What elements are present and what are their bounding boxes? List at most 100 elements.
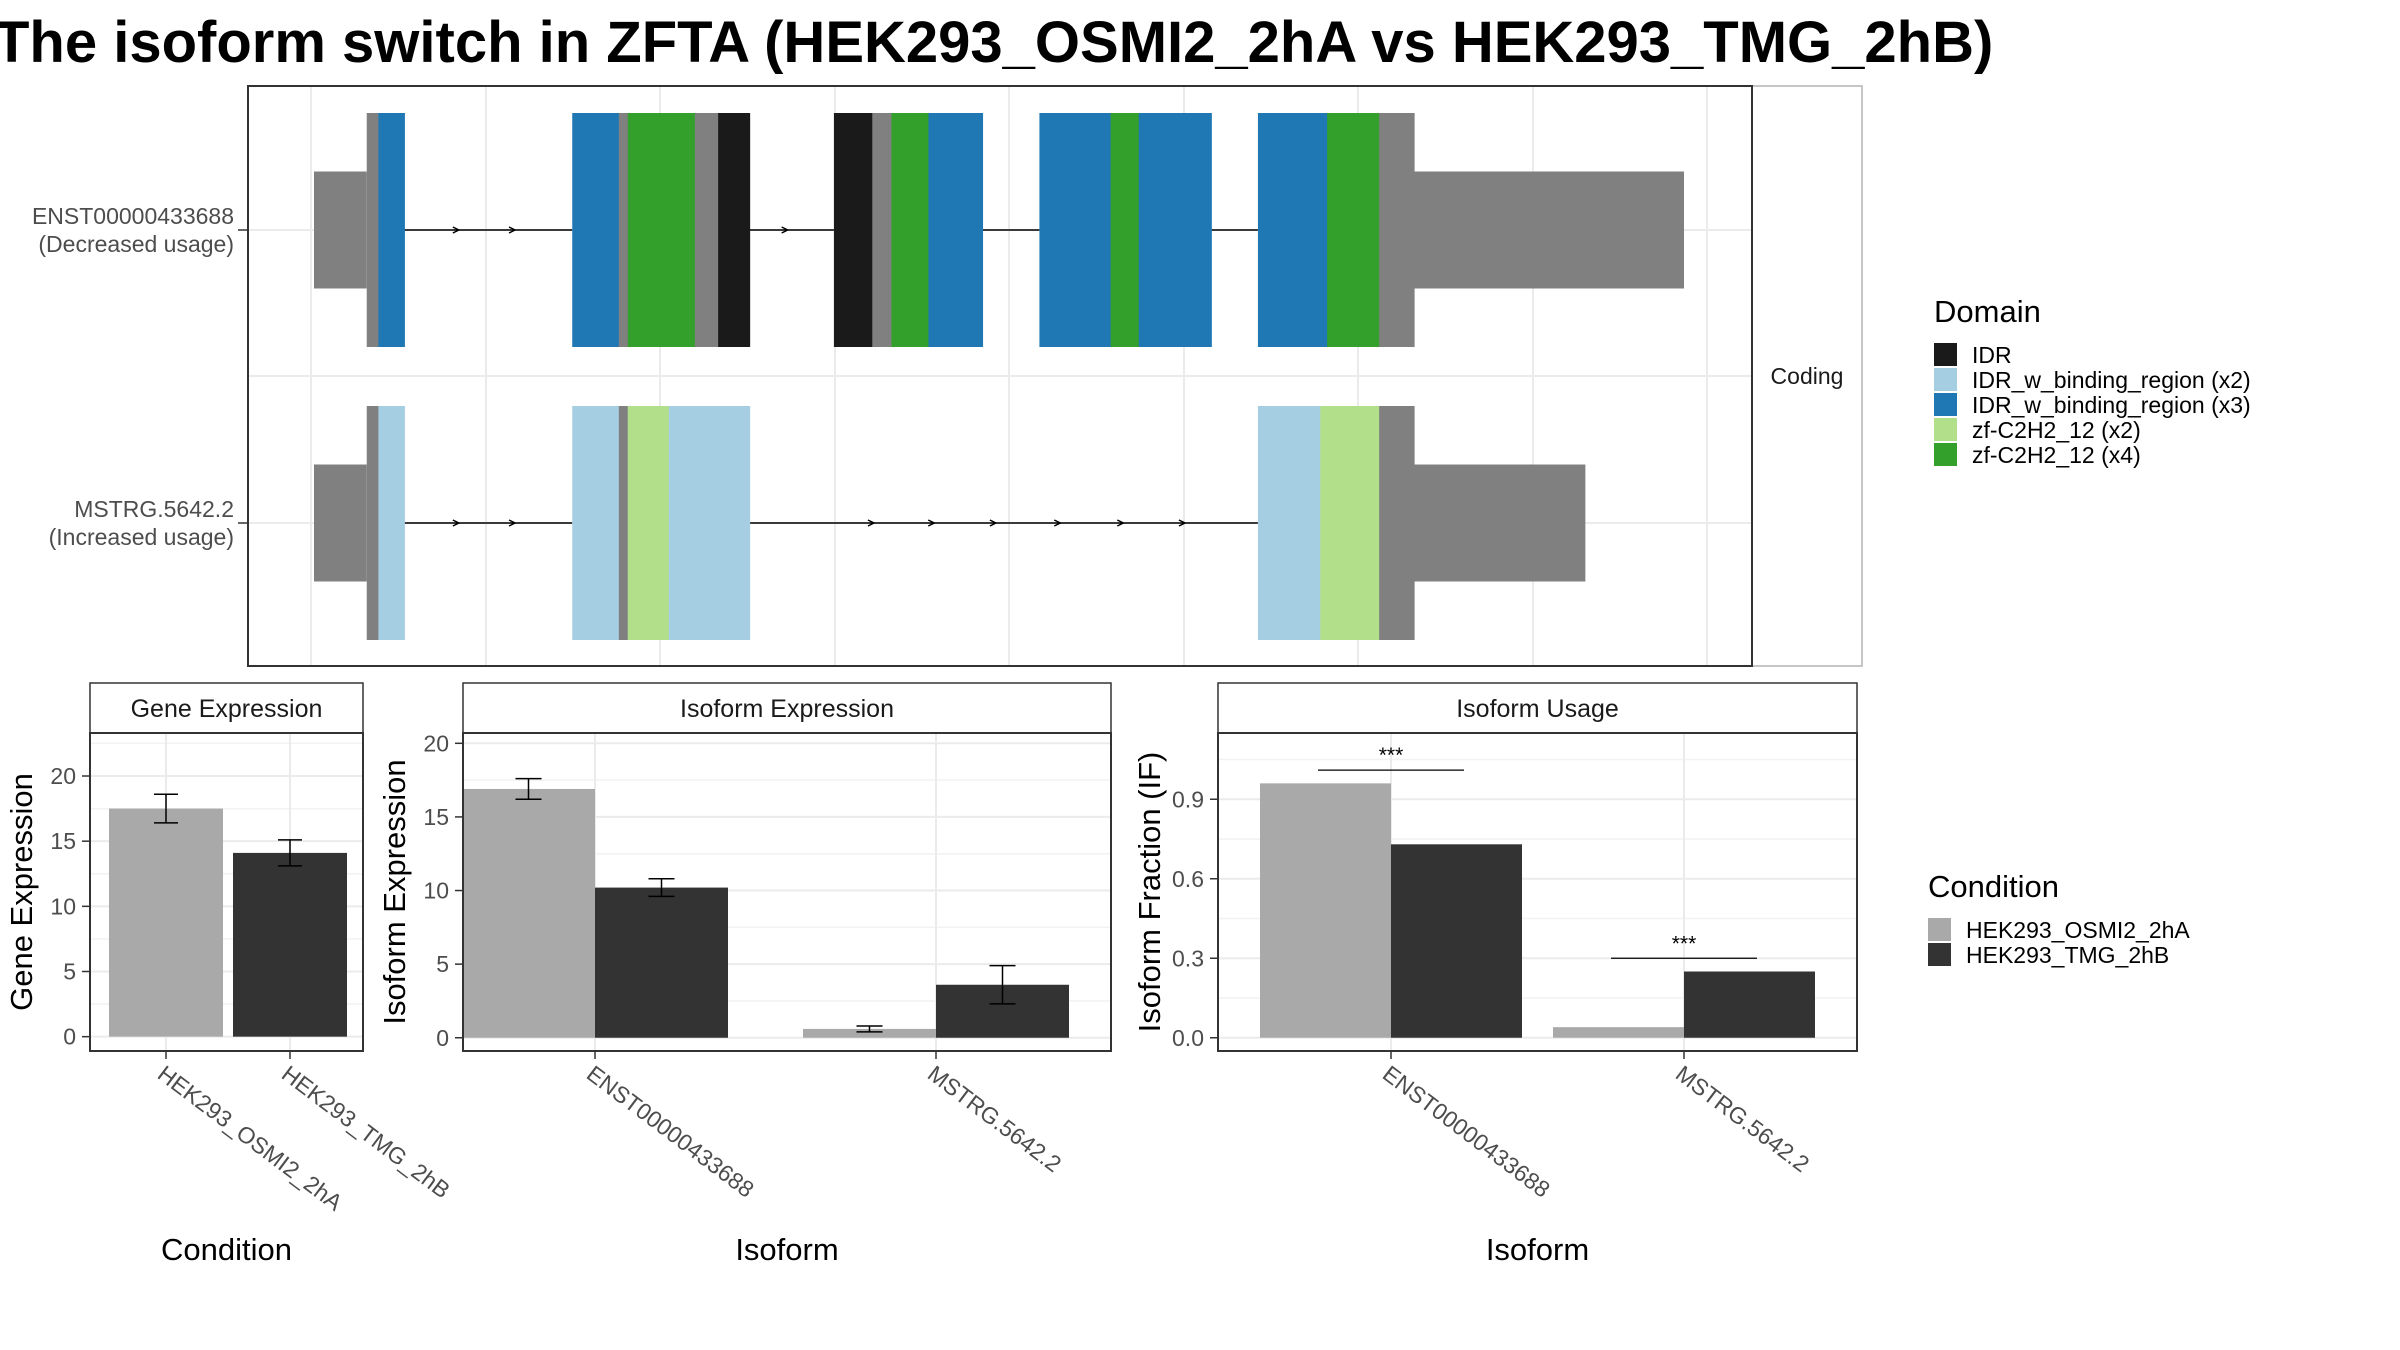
legend-condition-label: HEK293_TMG_2hB xyxy=(1966,942,2169,968)
bar-panel-border xyxy=(89,732,364,1052)
y-tick-label: 10 xyxy=(50,893,76,919)
y-tick-label: 15 xyxy=(423,804,449,830)
domain-segment xyxy=(1257,406,1321,640)
x-axis-title: Condition xyxy=(161,1232,292,1267)
legend-domain-label: IDR_w_binding_region (x2) xyxy=(1972,367,2251,393)
transcript-label: ENST00000433688 xyxy=(32,203,234,229)
utr-exon xyxy=(314,171,367,289)
intron-arrow xyxy=(452,519,461,527)
domain-segment xyxy=(833,113,873,347)
y-axis-title: Isoform Fraction (IF) xyxy=(1132,752,1167,1033)
bar xyxy=(109,808,223,1037)
significance-label: *** xyxy=(1379,744,1404,767)
y-tick-label: 15 xyxy=(50,828,76,854)
x-tick-label: MSTRG.5642.2 xyxy=(1671,1060,1814,1177)
domain-segment xyxy=(694,113,719,347)
figure-title: The isoform switch in ZFTA (HEK293_OSMI2… xyxy=(0,10,1994,75)
structure-strip-label: Coding xyxy=(1771,363,1844,389)
intron-arrow xyxy=(1053,519,1062,527)
legend-domain-label: IDR_w_binding_region (x3) xyxy=(1972,392,2251,418)
x-axis-title: Isoform xyxy=(735,1232,838,1267)
domain-segment xyxy=(872,113,892,347)
intron-arrow xyxy=(452,226,461,234)
bar xyxy=(462,788,595,1038)
bar xyxy=(803,1028,936,1038)
transcript-usage-label: (Decreased usage) xyxy=(38,231,234,257)
legend-domain-label: zf-C2H2_12 (x4) xyxy=(1972,442,2141,468)
legend-domain-swatch xyxy=(1934,393,1957,416)
intron-arrow xyxy=(508,226,517,234)
domain-segment xyxy=(627,113,696,347)
y-tick-label: 5 xyxy=(436,951,449,977)
domain-segment xyxy=(1320,406,1380,640)
legend-domain-label: IDR xyxy=(1972,342,2012,368)
bar-panel-border xyxy=(462,732,1112,1052)
x-axis-title: Isoform xyxy=(1486,1232,1589,1267)
domain-segment xyxy=(572,406,620,640)
y-tick-label: 5 xyxy=(63,959,76,985)
domain-segment xyxy=(1110,113,1140,347)
domain-segment xyxy=(668,406,751,640)
bar-panel-title: Gene Expression xyxy=(131,695,323,723)
legend-domain-swatch xyxy=(1934,343,1957,366)
x-tick-label: ENST00000433688 xyxy=(1378,1060,1555,1202)
legend-domain-swatch xyxy=(1934,368,1957,391)
bar xyxy=(1684,971,1815,1038)
legend-condition-label: HEK293_OSMI2_2hA xyxy=(1966,917,2190,943)
legend-condition-swatch xyxy=(1928,918,1951,941)
structure-strip xyxy=(1751,85,1863,667)
transcript-label: MSTRG.5642.2 xyxy=(74,496,234,522)
bar-panel-border xyxy=(1217,732,1858,1052)
bar xyxy=(1260,783,1391,1038)
legend-domain-title: Domain xyxy=(1934,294,2041,329)
significance-label: *** xyxy=(1672,932,1697,955)
domain-segment xyxy=(1039,113,1112,347)
bar xyxy=(1391,844,1522,1038)
y-tick-label: 0 xyxy=(63,1024,76,1050)
y-tick-label: 0 xyxy=(436,1025,449,1051)
intron-arrow xyxy=(781,226,790,234)
y-tick-label: 20 xyxy=(50,763,76,789)
y-axis-title: Gene Expression xyxy=(4,773,39,1011)
bar-panel-strip xyxy=(462,682,1112,734)
domain-segment xyxy=(1257,113,1328,347)
domain-segment xyxy=(618,113,629,347)
bar-panel-title: Isoform Expression xyxy=(680,695,894,723)
intron-arrow xyxy=(927,519,936,527)
structure-panel-border xyxy=(247,85,1753,667)
utr-exon xyxy=(1414,171,1684,289)
domain-segment xyxy=(366,406,379,640)
domain-segment xyxy=(366,113,379,347)
bar xyxy=(595,887,728,1038)
domain-segment xyxy=(1379,406,1415,640)
bar xyxy=(233,852,347,1037)
utr-exon xyxy=(1414,464,1586,582)
y-tick-label: 20 xyxy=(423,730,449,756)
intron-arrow xyxy=(508,519,517,527)
legend-domain-swatch xyxy=(1934,418,1957,441)
y-tick-label: 10 xyxy=(423,878,449,904)
y-tick-label: 0.0 xyxy=(1172,1025,1204,1051)
y-tick-label: 0.9 xyxy=(1172,786,1204,812)
domain-segment xyxy=(1379,113,1415,347)
legend-domain-label: zf-C2H2_12 (x2) xyxy=(1972,417,2141,443)
domain-segment xyxy=(718,113,751,347)
intron-arrow xyxy=(989,519,998,527)
intron-arrow xyxy=(1178,519,1187,527)
y-tick-label: 0.3 xyxy=(1172,945,1204,971)
domain-segment xyxy=(618,406,629,640)
bar-panel-strip xyxy=(89,682,364,734)
domain-segment xyxy=(891,113,929,347)
y-tick-label: 0.6 xyxy=(1172,866,1204,892)
domain-segment xyxy=(1138,113,1212,347)
transcript-usage-label: (Increased usage) xyxy=(49,524,234,550)
x-tick-label: ENST00000433688 xyxy=(582,1060,759,1202)
domain-segment xyxy=(572,113,620,347)
utr-exon xyxy=(314,464,367,582)
intron-arrow xyxy=(867,519,876,527)
x-tick-label: MSTRG.5642.2 xyxy=(923,1060,1066,1177)
legend-condition-title: Condition xyxy=(1928,869,2059,904)
bar-panel-title: Isoform Usage xyxy=(1456,695,1619,723)
